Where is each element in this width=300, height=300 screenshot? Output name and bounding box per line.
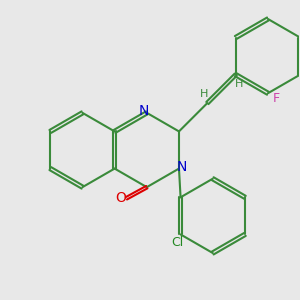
Text: F: F <box>273 92 280 105</box>
Text: H: H <box>200 88 208 99</box>
Text: H: H <box>235 79 243 89</box>
Text: Cl: Cl <box>171 236 183 249</box>
Text: N: N <box>139 104 149 118</box>
Text: N: N <box>176 160 187 174</box>
Text: O: O <box>116 191 126 205</box>
